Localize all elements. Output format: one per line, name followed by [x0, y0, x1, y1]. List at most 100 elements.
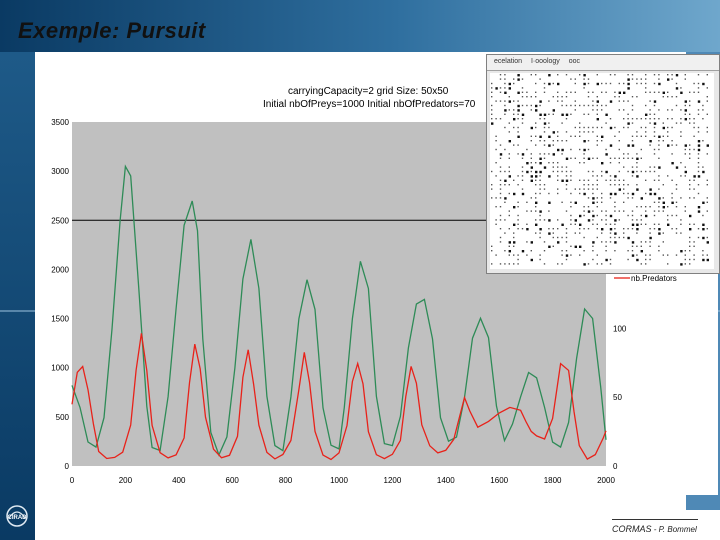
grid-cell [552, 245, 554, 247]
grid-cell [535, 162, 537, 164]
grid-cell [653, 74, 656, 76]
grid-cell [504, 113, 506, 115]
grid-cell [548, 82, 551, 86]
grid-cell [557, 96, 559, 98]
grid-cell [539, 113, 542, 116]
grid-cell [557, 179, 559, 181]
grid-cell [653, 118, 656, 120]
grid-cell [491, 170, 493, 173]
y-left-tick-label: 2500 [51, 216, 69, 225]
grid-cell [623, 210, 625, 212]
grid-cell [543, 87, 546, 89]
grid-cell [587, 184, 590, 186]
grid-cell [605, 258, 608, 262]
grid-cell [579, 188, 581, 190]
grid-cell [499, 241, 502, 243]
grid-cell [557, 131, 559, 133]
x-tick-label: 1200 [384, 476, 402, 485]
grid-cell [548, 162, 550, 164]
grid-cell [508, 228, 510, 230]
grid-cell [570, 135, 572, 137]
spatial-grid[interactable] [490, 73, 714, 269]
grid-cell [548, 122, 550, 124]
grid-cell [636, 206, 638, 208]
grid-cell [557, 82, 560, 86]
grid-cell [521, 250, 525, 253]
grid-cell [601, 126, 603, 129]
grid-cell [627, 157, 629, 159]
grid-cell [596, 96, 598, 98]
grid-cell [623, 126, 625, 129]
grid-cell [583, 104, 585, 107]
grid-cell [601, 140, 603, 142]
grid-cell [521, 91, 524, 93]
grid-cell [693, 118, 695, 120]
grid-cell [504, 104, 506, 107]
grid-cell [671, 153, 673, 155]
grid-cell [623, 184, 625, 186]
grid-cell [548, 219, 551, 222]
grid-cell [561, 170, 563, 173]
grid-cell [517, 126, 519, 129]
grid-cell [614, 236, 616, 239]
grid-cell [623, 179, 625, 181]
grid-cell [627, 113, 629, 115]
grid-cell [592, 250, 594, 252]
menu-item-2[interactable]: ooc [568, 58, 581, 65]
grid-cell [680, 250, 683, 253]
grid-cell [504, 91, 507, 94]
grid-cell [640, 135, 642, 137]
grid-cell [671, 192, 673, 195]
grid-cell [605, 91, 607, 93]
grid-cell [631, 197, 634, 199]
grid-cell [521, 179, 524, 181]
grid-cell [684, 258, 686, 261]
grid-cell [653, 223, 656, 225]
grid-cell [579, 126, 581, 129]
grid-cell [636, 78, 638, 80]
grid-cell [526, 96, 528, 98]
grid-cell [601, 175, 603, 177]
grid-cell [557, 219, 559, 221]
grid-cell [636, 188, 639, 191]
grid-cell [543, 166, 547, 169]
grid-cell [517, 104, 520, 108]
grid-cell [645, 263, 647, 265]
grid-cell [521, 192, 525, 196]
grid-cell [697, 210, 701, 213]
menu-item-1[interactable]: I·ooology [530, 58, 560, 65]
grid-window-menu: ecelation I·ooology ooc [487, 55, 719, 71]
grid-cell [587, 104, 590, 107]
menu-item-0[interactable]: ecelation [494, 58, 523, 65]
grid-cell [675, 144, 678, 146]
grid-cell [587, 82, 590, 85]
grid-cell [645, 241, 647, 243]
grid-cell [653, 126, 656, 129]
grid-cell [557, 74, 559, 76]
grid-cell [508, 96, 510, 98]
grid-cell [499, 219, 502, 221]
grid-cell [675, 166, 679, 169]
grid-cell [565, 170, 568, 173]
grid-cell [658, 118, 660, 120]
grid-cell [658, 232, 661, 235]
grid-cell [675, 184, 678, 186]
grid-cell [697, 126, 700, 129]
grid-cell [543, 91, 546, 93]
grid-cell [658, 135, 661, 138]
grid-cell [491, 87, 493, 89]
grid-cell [539, 214, 541, 217]
grid-cell [631, 109, 634, 111]
grid-cell [653, 201, 656, 203]
grid-cell [627, 118, 629, 120]
grid-cell [645, 254, 647, 256]
grid-cell [706, 131, 708, 133]
grid-cell [640, 118, 642, 120]
grid-cell [605, 82, 607, 85]
grid-cell [579, 254, 581, 256]
grid-cell [596, 74, 598, 76]
grid-cell [583, 210, 585, 212]
grid-cell [592, 201, 595, 204]
grid-cell [618, 140, 620, 142]
grid-cell [618, 148, 620, 151]
